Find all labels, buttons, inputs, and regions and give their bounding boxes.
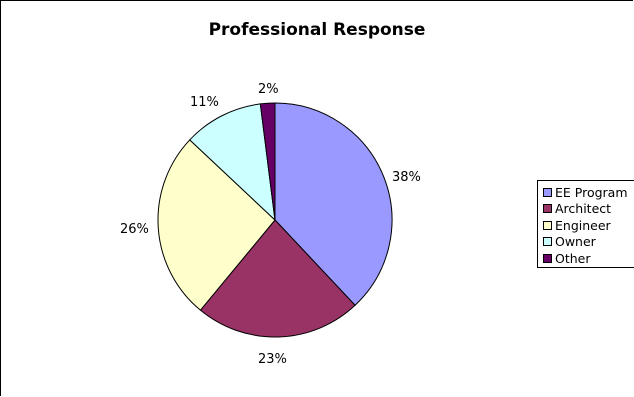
legend-swatch-engineer — [543, 220, 552, 230]
legend-item-architect: Architect — [543, 201, 634, 218]
legend-label-owner: Owner — [555, 234, 596, 250]
slice-label-other: 2% — [258, 82, 279, 97]
legend-swatch-owner — [543, 237, 552, 247]
chart-title: Professional Response — [208, 20, 426, 40]
legend-label-architect: Architect — [555, 201, 612, 217]
legend: EE Program Architect Engineer Owner Othe… — [537, 180, 634, 268]
legend-item-ee-program: EE Program — [543, 184, 634, 201]
pie-slice-architect — [199, 219, 356, 338]
pie-slice-owner — [189, 103, 276, 222]
pie-slice-other — [259, 102, 276, 221]
legend-label-other: Other — [555, 250, 591, 266]
pie-slice-engineer — [157, 139, 276, 311]
legend-swatch-ee-program — [543, 187, 552, 197]
legend-item-other: Other — [543, 250, 634, 267]
legend-item-owner: Owner — [543, 234, 634, 251]
legend-label-ee-program: EE Program — [555, 184, 628, 200]
slice-label-architect: 23% — [258, 352, 287, 367]
slice-label-engineer: 26% — [120, 222, 149, 237]
legend-swatch-other — [543, 253, 552, 263]
legend-swatch-architect — [543, 204, 552, 214]
pie-slice-ee-program — [274, 102, 393, 306]
slice-label-owner: 11% — [190, 95, 219, 110]
slice-label-ee-program: 38% — [392, 170, 421, 185]
legend-item-engineer: Engineer — [543, 217, 634, 234]
legend-label-engineer: Engineer — [555, 217, 611, 233]
